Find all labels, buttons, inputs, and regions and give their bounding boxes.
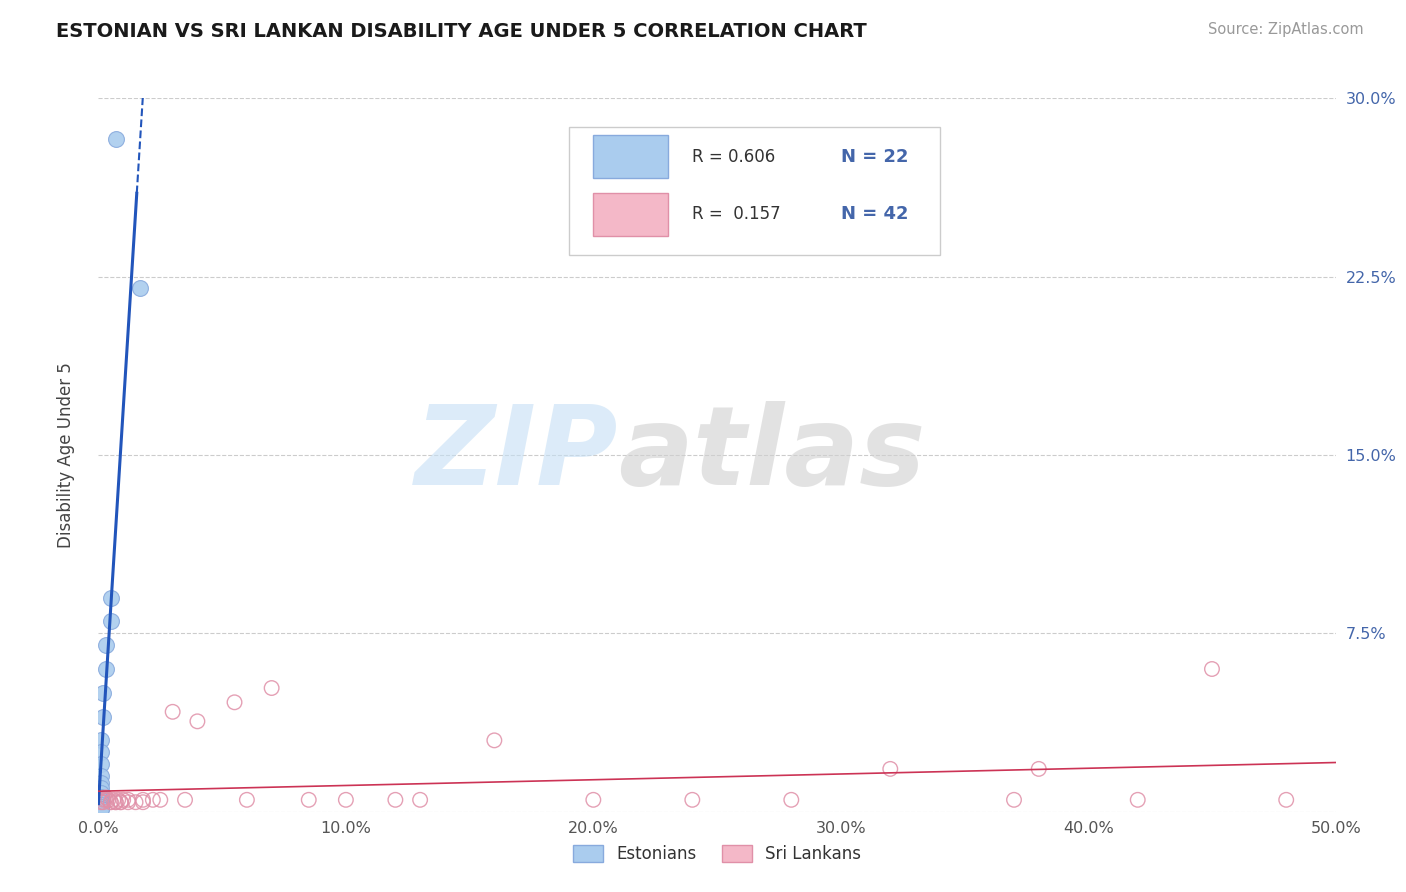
Point — [94, 790, 117, 805]
Point — [260, 681, 283, 695]
Point — [104, 131, 127, 145]
Point — [186, 714, 208, 729]
FancyBboxPatch shape — [568, 127, 939, 255]
Point — [103, 793, 125, 807]
Point — [93, 793, 115, 807]
Point — [110, 795, 132, 809]
FancyBboxPatch shape — [593, 193, 668, 235]
Point — [224, 695, 246, 709]
Point — [117, 793, 139, 807]
Point — [100, 795, 122, 809]
Point — [90, 769, 112, 783]
Point — [100, 591, 122, 605]
Point — [93, 709, 115, 723]
Text: N = 22: N = 22 — [841, 148, 908, 166]
Point — [104, 795, 127, 809]
Point — [90, 780, 112, 795]
Text: R = 0.606: R = 0.606 — [692, 148, 776, 166]
Point — [90, 797, 112, 812]
FancyBboxPatch shape — [593, 136, 668, 178]
Point — [94, 638, 117, 652]
Text: N = 42: N = 42 — [841, 205, 908, 223]
Point — [1201, 662, 1223, 676]
Point — [90, 800, 112, 814]
Legend: Estonians, Sri Lankans: Estonians, Sri Lankans — [565, 837, 869, 871]
Point — [90, 795, 112, 809]
Point — [90, 745, 112, 759]
Point — [112, 793, 135, 807]
Point — [90, 793, 112, 807]
Point — [298, 793, 321, 807]
Point — [124, 795, 146, 809]
Point — [94, 662, 117, 676]
Point — [90, 795, 112, 809]
Point — [90, 733, 112, 747]
Text: Source: ZipAtlas.com: Source: ZipAtlas.com — [1208, 22, 1364, 37]
Point — [100, 795, 122, 809]
Point — [174, 793, 197, 807]
Point — [94, 793, 117, 807]
Point — [107, 793, 129, 807]
Point — [1126, 793, 1149, 807]
Point — [93, 686, 115, 700]
Point — [384, 793, 406, 807]
Point — [1275, 793, 1298, 807]
Point — [110, 795, 132, 809]
Point — [90, 757, 112, 772]
Point — [90, 786, 112, 800]
Text: atlas: atlas — [619, 401, 925, 508]
Point — [409, 793, 432, 807]
Text: ZIP: ZIP — [415, 401, 619, 508]
Point — [132, 795, 155, 809]
Point — [1028, 762, 1050, 776]
Point — [100, 615, 122, 629]
Point — [149, 793, 172, 807]
Point — [132, 793, 155, 807]
Text: R =  0.157: R = 0.157 — [692, 205, 780, 223]
Point — [90, 802, 112, 816]
Point — [582, 793, 605, 807]
Point — [93, 795, 115, 809]
Point — [780, 793, 803, 807]
Point — [90, 802, 112, 816]
Text: ESTONIAN VS SRI LANKAN DISABILITY AGE UNDER 5 CORRELATION CHART: ESTONIAN VS SRI LANKAN DISABILITY AGE UN… — [56, 22, 868, 41]
Point — [129, 281, 152, 295]
Point — [236, 793, 259, 807]
Point — [97, 793, 120, 807]
Point — [142, 793, 165, 807]
Y-axis label: Disability Age Under 5: Disability Age Under 5 — [56, 362, 75, 548]
Point — [484, 733, 506, 747]
Point — [162, 705, 184, 719]
Point — [104, 795, 127, 809]
Point — [335, 793, 357, 807]
Point — [1002, 793, 1025, 807]
Point — [90, 776, 112, 790]
Point — [879, 762, 901, 776]
Point — [90, 790, 112, 805]
Point — [117, 795, 139, 809]
Point — [681, 793, 703, 807]
